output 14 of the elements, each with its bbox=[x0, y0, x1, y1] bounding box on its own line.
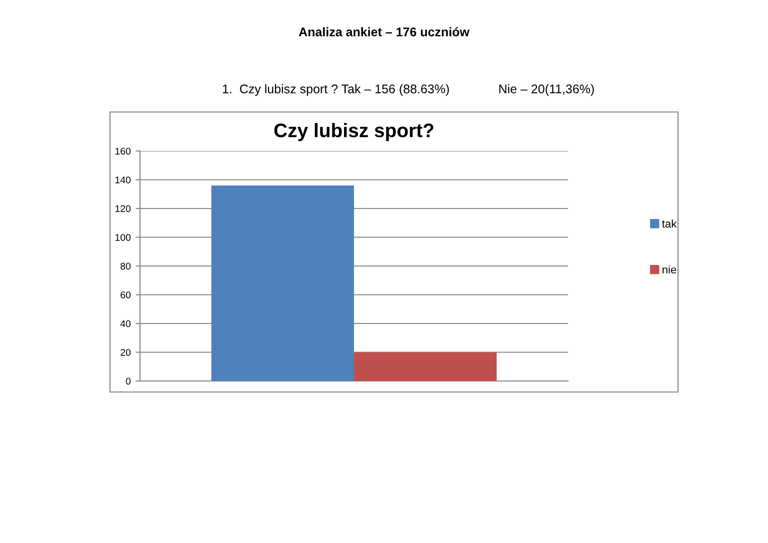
y-tick-label: 60 bbox=[120, 291, 131, 298]
y-tick-label: 20 bbox=[120, 348, 131, 356]
y-tick-label: 80 bbox=[120, 262, 131, 270]
legend-label: nie bbox=[662, 265, 676, 274]
y-tick-label: 140 bbox=[115, 176, 131, 184]
y-tick-label: 40 bbox=[120, 320, 131, 328]
y-tick-label: 160 bbox=[115, 148, 131, 155]
y-tick-label: 100 bbox=[115, 234, 131, 241]
chart-title: Czy lubisz sport? bbox=[274, 123, 434, 142]
y-tick-label: 120 bbox=[115, 205, 131, 212]
text: Analiza ankiet – 176 uczniów bbox=[298, 27, 470, 36]
legend-label: tak bbox=[662, 219, 677, 228]
text: 1. Czy lubisz sport ? Tak – 156 (88.63%) Nie – 20(11,36%) bbox=[222, 84, 594, 96]
y-tick-label: 0 bbox=[126, 378, 131, 385]
